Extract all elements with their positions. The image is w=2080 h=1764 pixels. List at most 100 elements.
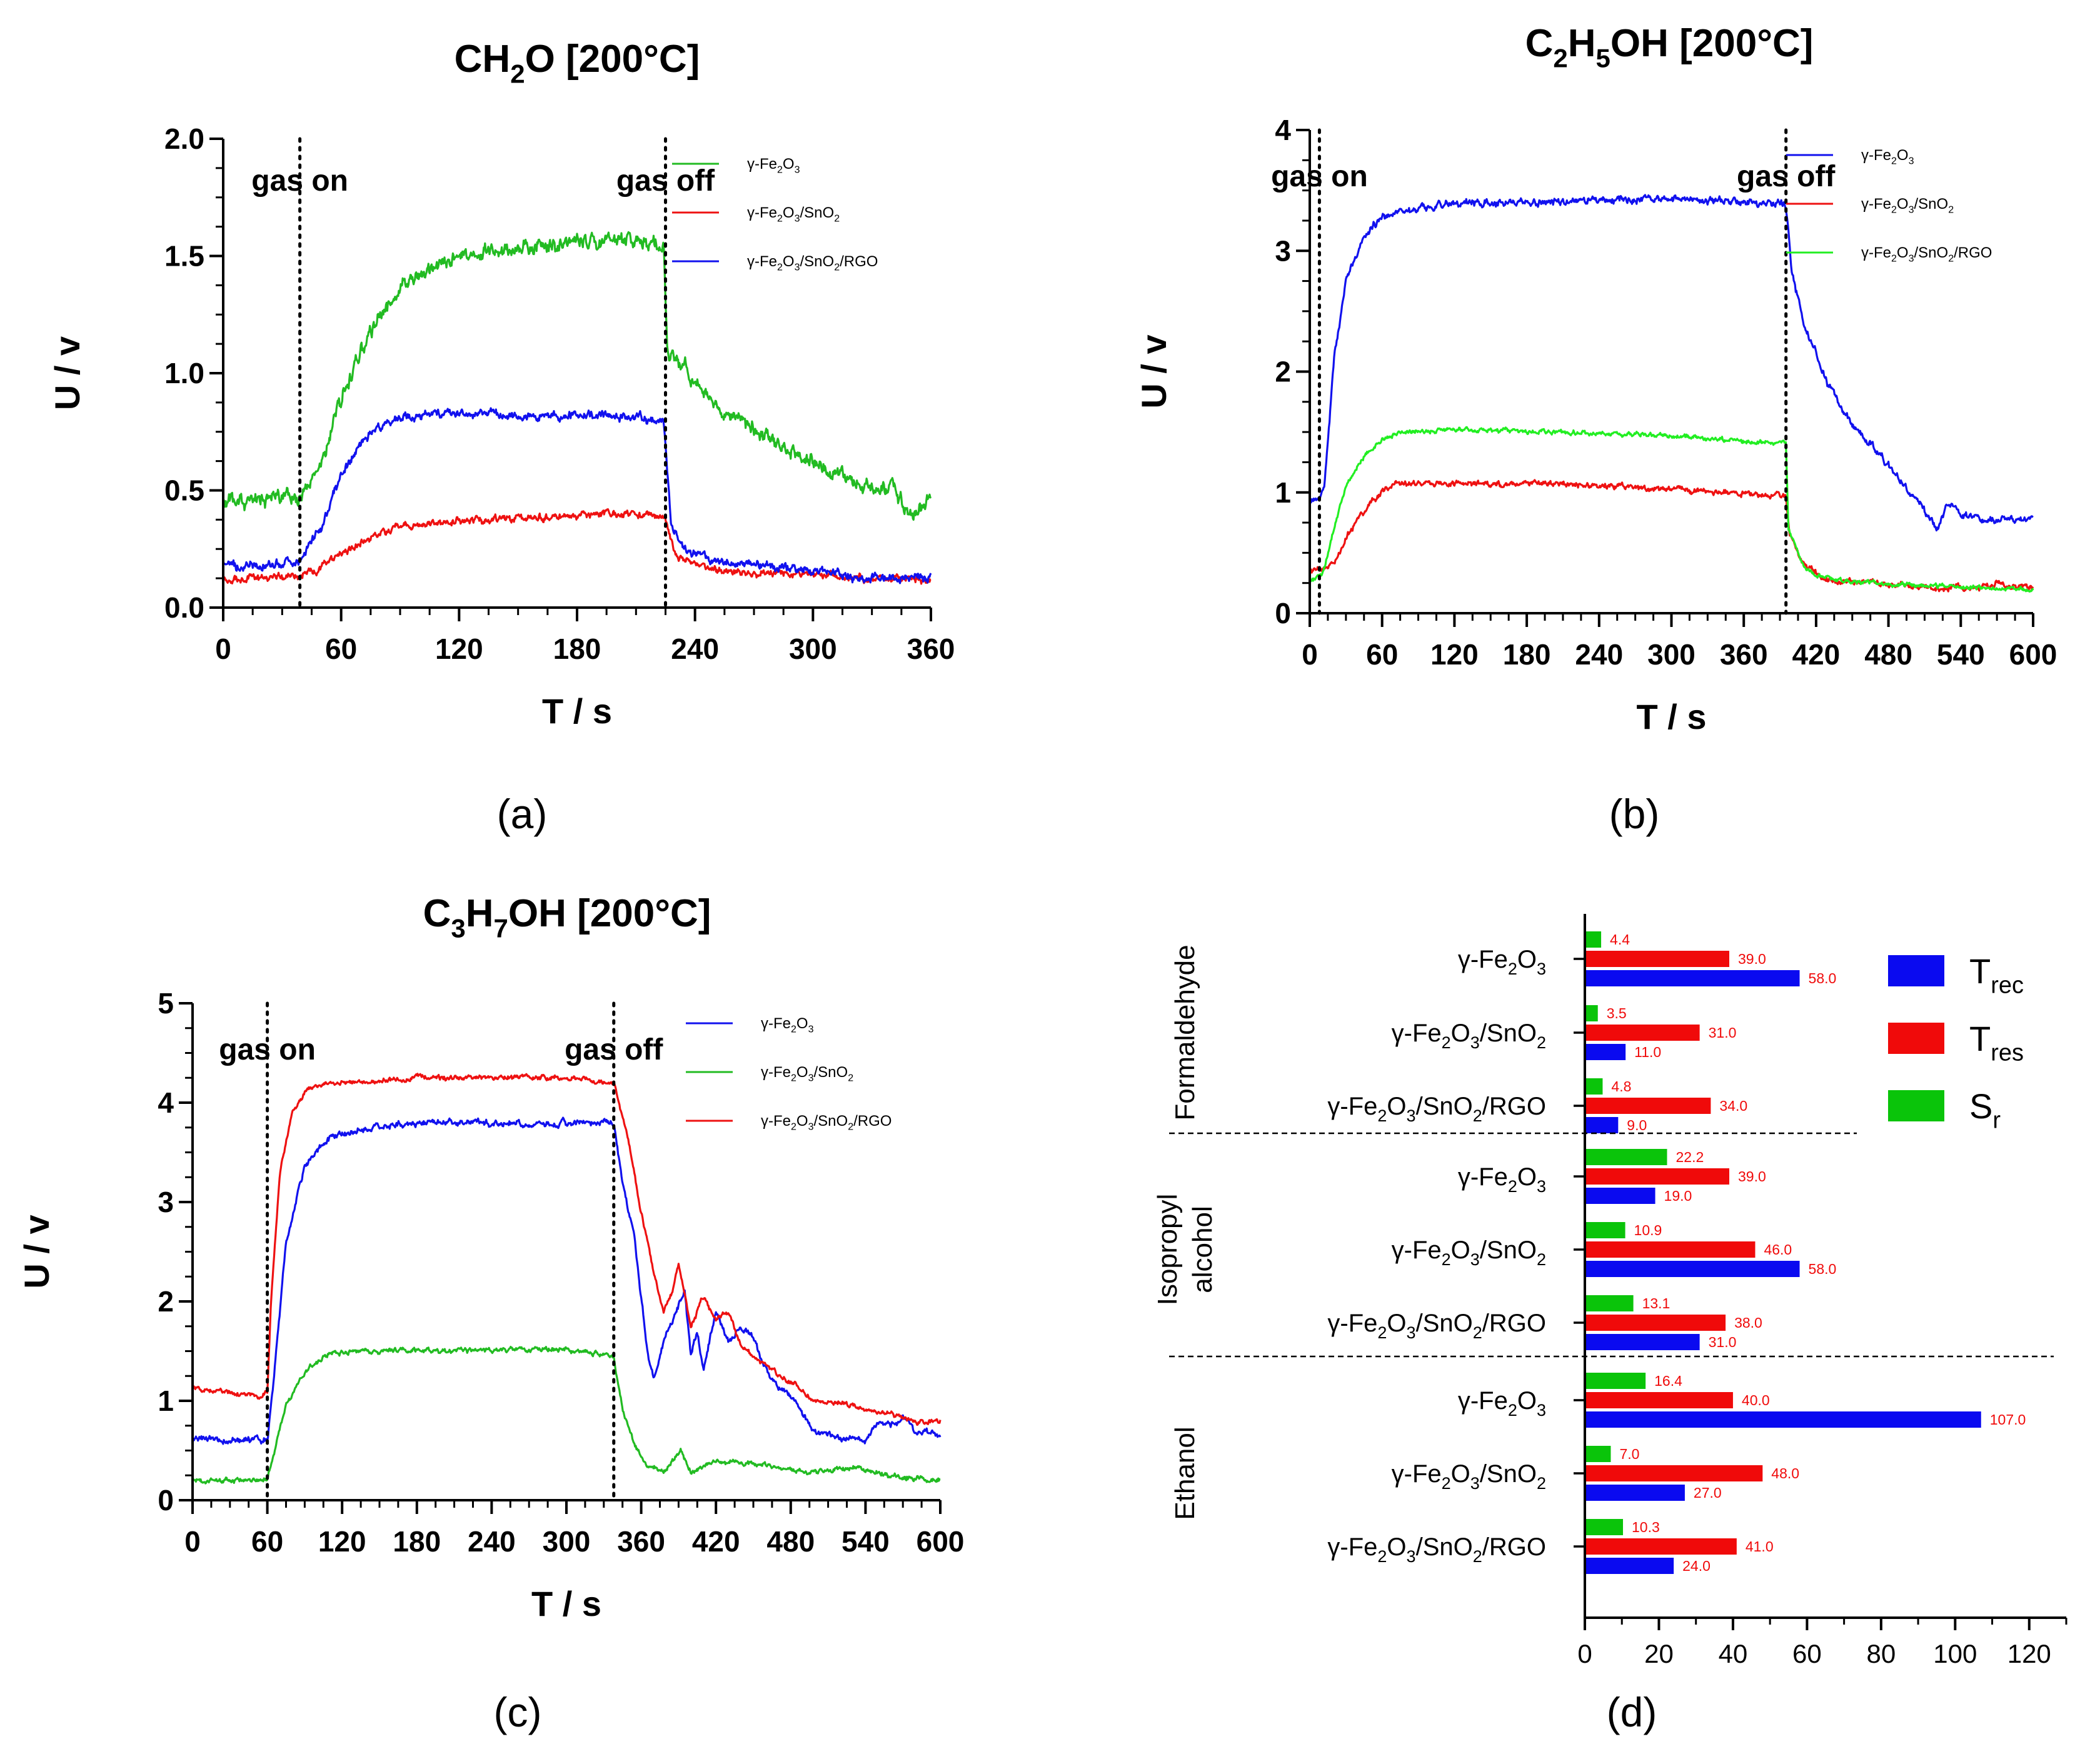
x-axis-label: T / s (542, 691, 612, 731)
text-span: /SnO (1416, 1093, 1473, 1120)
text-span: /RGO (1954, 244, 1992, 261)
text-span: 3 (808, 1073, 814, 1084)
x-tick-label: 0 (215, 633, 231, 665)
x-tick-label: 360 (907, 633, 955, 665)
bar-trec (1585, 970, 1800, 986)
bar-value-label: 10.3 (1632, 1519, 1660, 1535)
bar-tres (1585, 951, 1729, 967)
text-span: 2 (1537, 1250, 1546, 1269)
text-span: 2 (791, 1073, 796, 1084)
text-span: 3 (1909, 254, 1914, 264)
text-span: /SnO (1914, 196, 1948, 213)
text-span: H (466, 892, 494, 935)
x-tick-label: 300 (789, 633, 837, 665)
bar-value-label: 24.0 (1682, 1558, 1711, 1574)
text-span: 3 (795, 165, 800, 176)
text-span: 2 (1537, 1474, 1546, 1493)
series-line-3 (1309, 426, 2034, 593)
text-span: O (783, 204, 795, 221)
text-span: /SnO (800, 204, 834, 221)
text-span: γ-Fe (1327, 1093, 1377, 1120)
text-span: /SnO (1480, 1236, 1537, 1264)
bar-sr (1585, 1373, 1646, 1389)
material-label: γ-Fe2O3/SnO2/RGO (1327, 1093, 1546, 1125)
legend-label: γ-Fe2O3/SnO2 (747, 204, 840, 224)
x-tick-label: 60 (325, 633, 357, 665)
text-span: H (1568, 22, 1596, 65)
y-tick-label: 4 (158, 1086, 174, 1119)
legend-swatch (1888, 955, 1944, 986)
x-tick-label: 120 (1430, 638, 1479, 671)
text-span: r (1992, 1108, 2001, 1134)
text-span: rec (1991, 973, 2024, 999)
text-span: γ-Fe (761, 1015, 791, 1032)
text-span: γ-Fe (761, 1113, 791, 1130)
text-span: γ-Fe (1861, 196, 1891, 213)
y-tick-label: 1.0 (164, 357, 204, 389)
series-line-1 (222, 231, 932, 521)
text-span: O (783, 253, 795, 270)
y-tick-label: 1 (158, 1385, 174, 1417)
x-tick-label: 240 (671, 633, 719, 665)
text-span: /SnO (1914, 244, 1948, 261)
x-tick-label: 240 (1575, 638, 1623, 671)
text-span: T (1969, 1019, 1991, 1058)
series-line-3 (223, 407, 932, 584)
x-tick-label: 540 (842, 1525, 890, 1558)
y-axis-label: U / v (48, 336, 87, 410)
text-span: /RGO (840, 253, 878, 270)
text-span: γ-Fe (1392, 1236, 1442, 1264)
bar-value-label: 11.0 (1634, 1044, 1661, 1060)
x-tick-label: 600 (917, 1525, 965, 1558)
x-tick-label: 100 (1933, 1639, 1977, 1668)
bar-value-label: 107.0 (1990, 1411, 2026, 1428)
text-span: O (796, 1015, 808, 1032)
text-span: O [200°C] (525, 38, 700, 81)
series-line-1 (1309, 194, 2034, 532)
y-tick-label: 0 (158, 1484, 174, 1516)
text-span: /RGO (1482, 1310, 1546, 1337)
bar-tres (1585, 1315, 1726, 1331)
text-span: 3 (1909, 156, 1914, 167)
x-tick-label: 0 (1302, 638, 1318, 671)
text-span: γ-Fe (761, 1064, 791, 1081)
x-tick-label: 0 (1577, 1639, 1592, 1668)
text-span: 2 (1891, 156, 1897, 167)
bar-value-label: 48.0 (1771, 1465, 1799, 1481)
text-span: γ-Fe (1458, 1387, 1508, 1415)
bar-value-label: 39.0 (1738, 1168, 1766, 1185)
bar-sr (1585, 1222, 1625, 1238)
text-span: 2 (848, 1073, 853, 1084)
bar-sr (1585, 1149, 1667, 1165)
x-tick-label: 600 (2009, 638, 2057, 671)
bar-sr (1585, 931, 1602, 948)
bar-value-label: 22.2 (1676, 1149, 1704, 1165)
bar-value-label: 39.0 (1738, 951, 1766, 967)
text-span: C (423, 892, 451, 935)
material-label: γ-Fe2O3/SnO2 (1392, 1460, 1546, 1493)
text-span: γ-Fe (747, 204, 777, 221)
text-span: γ-Fe (1327, 1310, 1377, 1337)
legend-label: γ-Fe2O3 (761, 1015, 814, 1035)
legend-label: γ-Fe2O3/SnO2 (1861, 196, 1954, 216)
bar-value-label: 9.0 (1627, 1117, 1647, 1133)
series-line-1 (191, 1116, 942, 1445)
text-span: γ-Fe (1458, 1163, 1508, 1191)
bar-tres (1585, 1168, 1729, 1185)
bar-value-label: 3.5 (1607, 1005, 1627, 1021)
text-span: /SnO (1416, 1310, 1473, 1337)
x-tick-label: 120 (435, 633, 483, 665)
x-tick-label: 360 (617, 1525, 665, 1558)
text-span: 3 (1407, 1547, 1416, 1566)
legend-label: γ-Fe2O3 (1861, 147, 1914, 167)
x-tick-label: 360 (1720, 638, 1768, 671)
y-tick-label: 5 (158, 987, 174, 1020)
x-axis-label: T / s (1636, 697, 1706, 736)
text-span: O (1897, 244, 1909, 261)
y-tick-label: 1.5 (164, 240, 204, 273)
panel-label: (d) (1607, 1689, 1657, 1735)
text-span: OH [200°C] (508, 892, 711, 935)
text-span: /SnO (1416, 1533, 1473, 1561)
bar-trec (1585, 1558, 1674, 1574)
text-span: 3 (1537, 1177, 1546, 1196)
